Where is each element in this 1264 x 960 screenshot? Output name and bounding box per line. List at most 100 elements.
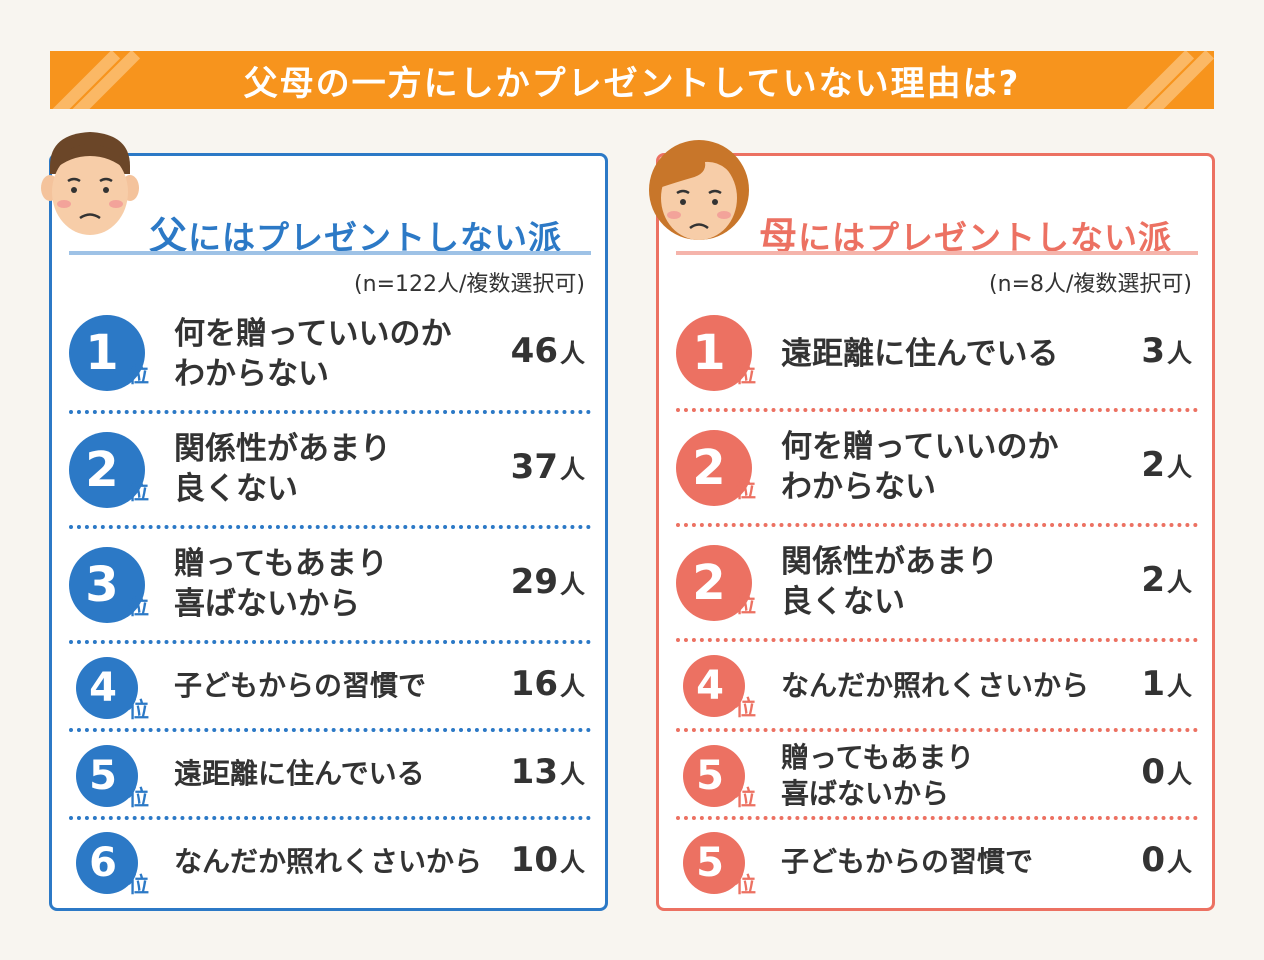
row-separator xyxy=(676,523,1198,527)
reason-text: 何を贈っていいのか わからない xyxy=(174,314,451,394)
mother-panel: 母にはプレゼントしない派 (n=8人/複数選択可) 1 位 遠距離に住んでいる … xyxy=(649,140,1215,911)
count-unit: 人 xyxy=(1166,453,1192,482)
count-value: 46 人 xyxy=(511,331,585,371)
count-value: 10 人 xyxy=(511,840,585,880)
rank-badge: 2 xyxy=(69,432,145,508)
heading-underline xyxy=(69,251,591,255)
row-separator xyxy=(676,408,1198,412)
reason-line: 贈ってもあまり xyxy=(174,546,388,582)
count-number: 0 xyxy=(1141,752,1165,792)
reason-line: 良くない xyxy=(781,584,905,620)
reason-text: なんだか照れくさいから xyxy=(174,845,483,878)
rank-badge: 2 xyxy=(676,430,752,506)
count-value: 29 人 xyxy=(511,562,585,602)
heading-text: にはプレゼントしない派 xyxy=(798,218,1173,257)
row-separator xyxy=(676,728,1198,732)
page-title: 父母の一方にしかプレゼントしていない理由は? xyxy=(243,63,1021,104)
heading-text: にはプレゼントしない派 xyxy=(188,218,563,257)
count-number: 0 xyxy=(1141,840,1165,880)
rank-suffix: 位 xyxy=(128,480,149,504)
rank-badge: 5 xyxy=(76,745,138,807)
reason-text: なんだか照れくさいから xyxy=(781,669,1090,702)
rank-row: 1 位 何を贈っていいのか わからない 46 人 xyxy=(52,301,605,414)
sample-note: (n=8人/複数選択可) xyxy=(989,272,1192,297)
heading-accent: 母 xyxy=(759,214,799,258)
count-number: 2 xyxy=(1141,445,1165,485)
reason-text: 何を贈っていいのか わからない xyxy=(781,427,1058,507)
rank-suffix: 位 xyxy=(128,786,149,810)
reason-line: 何を贈っていいのか xyxy=(174,316,452,352)
rank-suffix: 位 xyxy=(735,873,756,897)
rank-suffix: 位 xyxy=(128,698,149,722)
reason-text: 遠距離に住んでいる xyxy=(174,757,425,790)
rank-row: 4 位 子どもからの習慣で 16 人 xyxy=(52,644,605,732)
rank-suffix: 位 xyxy=(128,363,149,387)
count-number: 46 xyxy=(510,331,558,371)
sample-note: (n=122人/複数選択可) xyxy=(354,272,585,297)
count-number: 13 xyxy=(510,752,558,792)
rank-badge: 5 xyxy=(683,745,745,807)
rank-suffix: 位 xyxy=(735,696,756,720)
reason-line: 関係性があまり xyxy=(781,544,998,580)
row-separator xyxy=(69,816,591,820)
rank-badge: 4 xyxy=(76,657,138,719)
rank-row: 2 位 関係性があまり 良くない 37 人 xyxy=(52,414,605,529)
count-unit: 人 xyxy=(1166,672,1192,701)
reason-line: わからない xyxy=(781,469,936,505)
count-number: 29 xyxy=(510,562,558,602)
reason-line: 喜ばないから xyxy=(781,777,950,810)
rank-badge: 5 xyxy=(683,832,745,894)
count-number: 10 xyxy=(510,840,558,880)
rank-badge: 6 xyxy=(76,832,138,894)
father-panel: 父にはプレゼントしない派 (n=122人/複数選択可) 1 位 何を贈っていいの… xyxy=(41,132,608,911)
mother-face-icon xyxy=(649,140,749,240)
row-separator xyxy=(69,410,591,414)
reason-line: 良くない xyxy=(174,471,298,507)
panel-heading: 母にはプレゼントしない派 xyxy=(759,205,1172,260)
count-value: 13 人 xyxy=(511,752,585,792)
rank-suffix: 位 xyxy=(128,873,149,897)
count-value: 37 人 xyxy=(511,447,585,487)
rank-row: 5 位 遠距離に住んでいる 13 人 xyxy=(52,732,605,820)
count-unit: 人 xyxy=(559,570,585,599)
reason-text: 関係性があまり 良くない xyxy=(781,542,998,622)
count-number: 16 xyxy=(510,664,558,704)
row-separator xyxy=(69,525,591,529)
row-separator xyxy=(676,816,1198,820)
rank-badge: 2 xyxy=(676,545,752,621)
count-unit: 人 xyxy=(559,672,585,701)
count-unit: 人 xyxy=(1166,848,1192,877)
reason-text: 贈ってもあまり 喜ばないから xyxy=(174,544,388,624)
count-unit: 人 xyxy=(1166,760,1192,789)
count-unit: 人 xyxy=(559,848,585,877)
count-unit: 人 xyxy=(1166,568,1192,597)
reason-line: 関係性があまり xyxy=(174,431,391,467)
reason-text: 関係性があまり 良くない xyxy=(174,429,391,509)
rank-suffix: 位 xyxy=(128,595,149,619)
heading-underline xyxy=(676,251,1198,255)
rank-suffix: 位 xyxy=(735,593,756,617)
count-unit: 人 xyxy=(559,760,585,789)
reason-line: 何を贈っていいのか xyxy=(781,429,1059,465)
father-face-icon xyxy=(41,132,139,235)
row-separator xyxy=(676,638,1198,642)
rank-suffix: 位 xyxy=(735,363,756,387)
rank-badge: 3 xyxy=(69,547,145,623)
count-number: 2 xyxy=(1141,560,1165,600)
rank-badge: 1 xyxy=(69,315,145,391)
count-number: 3 xyxy=(1141,331,1165,371)
rank-badge: 1 xyxy=(676,315,752,391)
title-banner: 父母の一方にしかプレゼントしていない理由は? xyxy=(50,51,1214,109)
count-number: 37 xyxy=(510,447,558,487)
